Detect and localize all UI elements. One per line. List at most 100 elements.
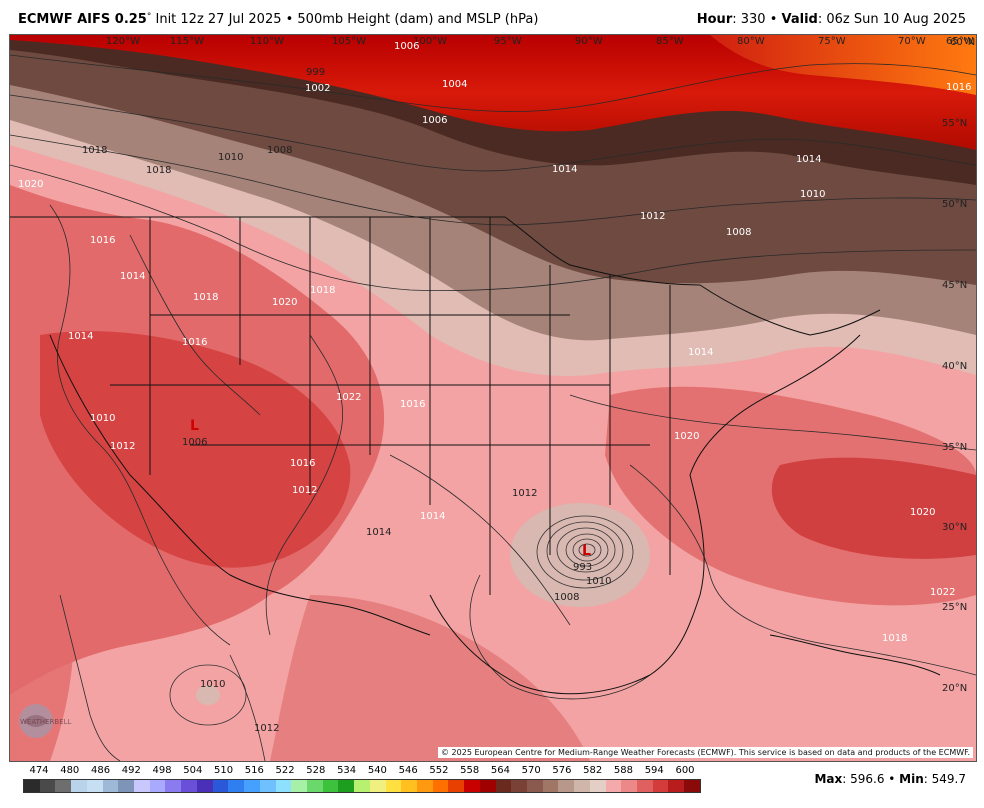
isobar-label: 1016 <box>182 337 207 348</box>
weatherbell-logo: WEATHERBELL <box>16 701 78 741</box>
min-value: 549.7 <box>931 772 966 786</box>
chart-title: ECMWF AIFS 0.25° Init 12z 27 Jul 2025 • … <box>18 12 538 27</box>
gulf-coast <box>429 594 701 695</box>
isobar-label: 1008 <box>267 145 292 156</box>
max-label: Max <box>814 772 843 786</box>
isobar-label: 1018 <box>146 165 171 176</box>
colorbar-swatch <box>338 780 355 792</box>
cuba <box>769 634 941 676</box>
isobar-label: 1022 <box>336 392 361 403</box>
model-name: ECMWF AIFS 0.25 <box>18 12 147 27</box>
degree-sign: ° <box>146 12 152 22</box>
lat-label: 20°N <box>942 683 967 694</box>
isobar-label: 1006 <box>422 115 447 126</box>
colorbar-swatch <box>196 780 213 792</box>
colorbar-label: 594 <box>644 765 664 776</box>
lon-label: 105°W <box>332 36 366 47</box>
colorbar-swatch <box>558 780 575 792</box>
colorbar-swatch <box>102 780 119 792</box>
colorbar-swatch <box>369 780 386 792</box>
isobar-label: 1014 <box>120 271 145 282</box>
isobar-label: 1018 <box>82 145 107 156</box>
isobar-label: 1016 <box>400 399 425 410</box>
hour-value: : 330 • <box>732 12 782 27</box>
isobar-label: 1020 <box>18 179 43 190</box>
colorbar-swatch <box>275 780 292 792</box>
lon-label: 100°W <box>413 36 447 47</box>
init-text: Init 12z 27 Jul 2025 • 500mb Height (dam… <box>151 12 539 27</box>
region-pacific-warm <box>10 435 74 761</box>
boundaries <box>10 216 941 695</box>
isobar-label: 1012 <box>292 485 317 496</box>
colorbar-swatch <box>149 780 166 792</box>
lon-label: 120°W <box>106 36 140 47</box>
map-svg: 120°W 115°W 110°W 105°W 100°W 95°W 90°W … <box>10 35 976 761</box>
lon-label: 95°W <box>494 36 522 47</box>
colorbar-swatch <box>39 780 56 792</box>
colorbar-swatch <box>306 780 323 792</box>
region-southwest-hot <box>40 331 351 568</box>
colorbar-swatch <box>589 780 606 792</box>
colorbar-label: 546 <box>398 765 418 776</box>
colorbar-swatch <box>322 780 339 792</box>
colorbar-swatch <box>574 780 590 792</box>
valid-label: Valid <box>781 12 818 27</box>
lat-label: 50°N <box>942 199 967 210</box>
colorbar-swatch <box>181 780 197 792</box>
colorbar-swatch <box>495 780 512 792</box>
colorbar-swatch <box>354 780 370 792</box>
isobar-label: 1012 <box>512 488 537 499</box>
lon-label: 80°W <box>737 36 765 47</box>
isobar-label: 1018 <box>882 633 907 644</box>
longitude-labels: 120°W 115°W 110°W 105°W 100°W 95°W 90°W … <box>106 36 974 47</box>
lon-label: 90°W <box>575 36 603 47</box>
colorbar-swatch <box>637 780 653 792</box>
min-label: Min <box>899 772 924 786</box>
colorbar-swatch <box>605 780 622 792</box>
colorbar-label: 474 <box>29 765 49 776</box>
isobars <box>10 54 976 761</box>
isobar-label: 1010 <box>586 576 611 587</box>
colorbar-swatch <box>464 780 480 792</box>
colorbar-label: 516 <box>244 765 264 776</box>
colorbar-label: 498 <box>152 765 172 776</box>
colorbar-swatch <box>432 780 449 792</box>
colorbar: 474 480 486 492 498 504 510 516 522 528 534 540 546 5… <box>23 765 701 793</box>
isobar-label: 1008 <box>554 592 579 603</box>
lon-label: 70°W <box>898 36 926 47</box>
isobar-label: 1008 <box>726 227 751 238</box>
colorbar-swatch <box>385 780 402 792</box>
colorbar-swatch <box>527 780 543 792</box>
colorbar-label: 582 <box>583 765 603 776</box>
isobar-label: 1016 <box>290 458 315 469</box>
colorbar-swatch <box>479 780 496 792</box>
band-red-top <box>10 35 976 150</box>
lat-label: 25°N <box>942 602 967 613</box>
colorbar-bar <box>23 779 701 793</box>
colorbar-label: 522 <box>275 765 295 776</box>
pacific-low-contour <box>169 664 247 726</box>
colorbar-label: 540 <box>367 765 387 776</box>
colorbar-swatch <box>118 780 135 792</box>
colorbar-swatch <box>134 780 150 792</box>
isobar-label: 1014 <box>366 527 391 538</box>
isobar-label: 1016 <box>946 82 971 93</box>
colorbar-label: 558 <box>460 765 480 776</box>
colorbar-swatch <box>448 780 465 792</box>
hurricane-low <box>510 503 650 607</box>
colorbar-swatch <box>71 780 87 792</box>
lat-label: 55°N <box>942 118 967 129</box>
svg-text:WEATHERBELL: WEATHERBELL <box>20 718 72 726</box>
max-min-sep: • <box>884 772 900 786</box>
colorbar-label: 504 <box>183 765 203 776</box>
isobar-label: 1014 <box>796 154 821 165</box>
colorbar-swatch <box>55 780 72 792</box>
lon-label: 75°W <box>818 36 846 47</box>
isobar-label: 1014 <box>68 331 93 342</box>
valid-value: : 06z Sun 10 Aug 2025 <box>817 12 966 27</box>
colorbar-label: 528 <box>306 765 326 776</box>
isobar-label: 1006 <box>182 437 207 448</box>
colorbar-swatch <box>652 780 669 792</box>
colorbar-label: 492 <box>121 765 141 776</box>
atlantic-coast <box>689 334 861 596</box>
